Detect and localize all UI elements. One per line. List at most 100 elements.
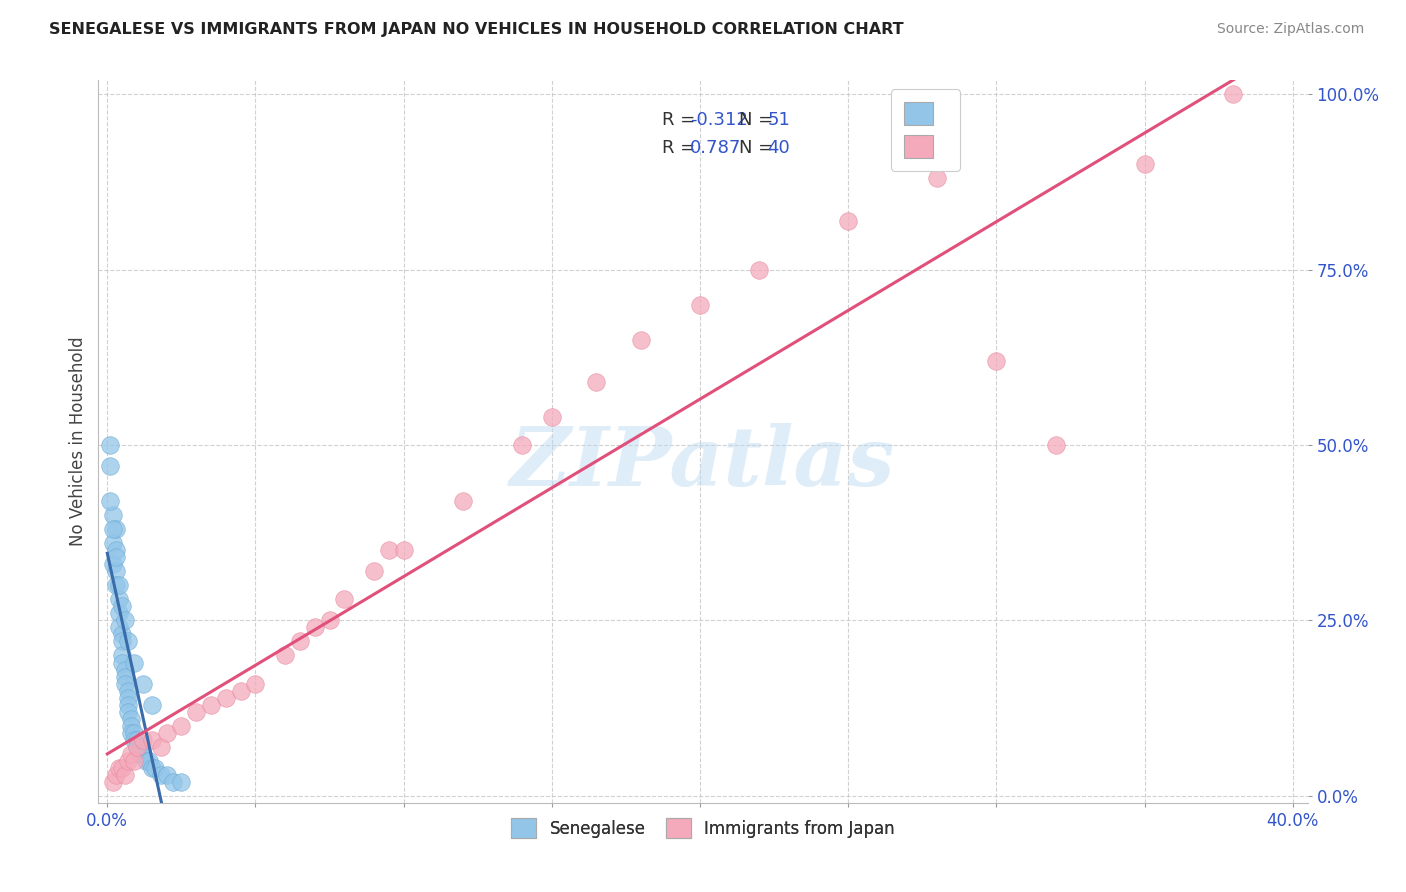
Point bbox=[111, 648, 134, 663]
Point bbox=[122, 732, 145, 747]
Point bbox=[105, 543, 128, 558]
Text: N =: N = bbox=[740, 111, 779, 129]
Point bbox=[510, 438, 533, 452]
Point bbox=[333, 592, 356, 607]
Point bbox=[155, 725, 177, 739]
Point bbox=[986, 354, 1008, 368]
Point bbox=[318, 614, 340, 628]
Text: SENEGALESE VS IMMIGRANTS FROM JAPAN NO VEHICLES IN HOUSEHOLD CORRELATION CHART: SENEGALESE VS IMMIGRANTS FROM JAPAN NO V… bbox=[49, 22, 904, 37]
Point bbox=[125, 739, 148, 754]
Point bbox=[98, 459, 121, 474]
Point bbox=[105, 578, 128, 592]
Point bbox=[111, 761, 134, 775]
Legend: Senegalese, Immigrants from Japan: Senegalese, Immigrants from Japan bbox=[505, 812, 901, 845]
Point bbox=[155, 768, 177, 782]
Point bbox=[105, 768, 128, 782]
Point bbox=[111, 627, 134, 641]
Point bbox=[111, 634, 134, 648]
Point bbox=[1222, 87, 1244, 102]
Point bbox=[143, 761, 166, 775]
Text: 0.787: 0.787 bbox=[690, 139, 741, 157]
Point bbox=[120, 712, 142, 726]
Text: ZIPatlas: ZIPatlas bbox=[510, 423, 896, 503]
Point bbox=[105, 564, 128, 578]
Point bbox=[378, 543, 401, 558]
Point bbox=[108, 592, 131, 607]
Point bbox=[122, 656, 145, 670]
Point bbox=[103, 774, 125, 789]
Point bbox=[363, 564, 385, 578]
Point bbox=[108, 620, 131, 634]
Text: N =: N = bbox=[740, 139, 779, 157]
Point bbox=[114, 676, 136, 690]
Point bbox=[114, 768, 136, 782]
Point bbox=[1133, 157, 1156, 171]
Point bbox=[1045, 438, 1067, 452]
Point bbox=[138, 754, 160, 768]
Point bbox=[125, 739, 148, 754]
Text: 40: 40 bbox=[768, 139, 790, 157]
Point bbox=[149, 768, 172, 782]
Point bbox=[689, 298, 711, 312]
Point bbox=[120, 747, 142, 761]
Point bbox=[108, 578, 131, 592]
Point bbox=[135, 754, 157, 768]
Point bbox=[215, 690, 238, 705]
Point bbox=[117, 705, 139, 719]
Point bbox=[229, 683, 252, 698]
Point bbox=[141, 698, 163, 712]
Point bbox=[111, 599, 134, 614]
Point bbox=[117, 698, 139, 712]
Point bbox=[103, 522, 125, 536]
Point bbox=[149, 739, 172, 754]
Point bbox=[748, 262, 770, 277]
Point bbox=[114, 669, 136, 683]
Point bbox=[170, 774, 193, 789]
Point bbox=[122, 754, 145, 768]
Point bbox=[129, 739, 152, 754]
Point bbox=[98, 438, 121, 452]
Point bbox=[98, 494, 121, 508]
Point bbox=[837, 213, 859, 227]
Point bbox=[927, 171, 949, 186]
Point bbox=[103, 508, 125, 523]
Text: R =: R = bbox=[662, 111, 700, 129]
Point bbox=[129, 747, 152, 761]
Point bbox=[117, 683, 139, 698]
Point bbox=[117, 634, 139, 648]
Point bbox=[103, 558, 125, 572]
Point bbox=[170, 718, 193, 732]
Point bbox=[114, 663, 136, 677]
Y-axis label: No Vehicles in Household: No Vehicles in Household bbox=[69, 336, 87, 547]
Point bbox=[132, 747, 155, 761]
Point bbox=[288, 634, 311, 648]
Point bbox=[120, 725, 142, 739]
Text: R =: R = bbox=[662, 139, 700, 157]
Point bbox=[141, 732, 163, 747]
Point bbox=[451, 494, 474, 508]
Point bbox=[108, 607, 131, 621]
Point bbox=[120, 718, 142, 732]
Point bbox=[245, 676, 267, 690]
Point bbox=[304, 620, 326, 634]
Point bbox=[630, 333, 652, 347]
Point bbox=[114, 614, 136, 628]
Point bbox=[162, 774, 184, 789]
Point bbox=[108, 761, 131, 775]
Point bbox=[132, 732, 155, 747]
Point bbox=[103, 536, 125, 550]
Point bbox=[117, 754, 139, 768]
Point bbox=[122, 725, 145, 739]
Point bbox=[274, 648, 297, 663]
Text: -0.312: -0.312 bbox=[690, 111, 748, 129]
Text: 51: 51 bbox=[768, 111, 790, 129]
Point bbox=[200, 698, 222, 712]
Point bbox=[111, 656, 134, 670]
Point bbox=[186, 705, 208, 719]
Point bbox=[585, 375, 607, 389]
Point bbox=[392, 543, 415, 558]
Point bbox=[105, 550, 128, 565]
Point bbox=[132, 676, 155, 690]
Point bbox=[141, 761, 163, 775]
Point bbox=[105, 522, 128, 536]
